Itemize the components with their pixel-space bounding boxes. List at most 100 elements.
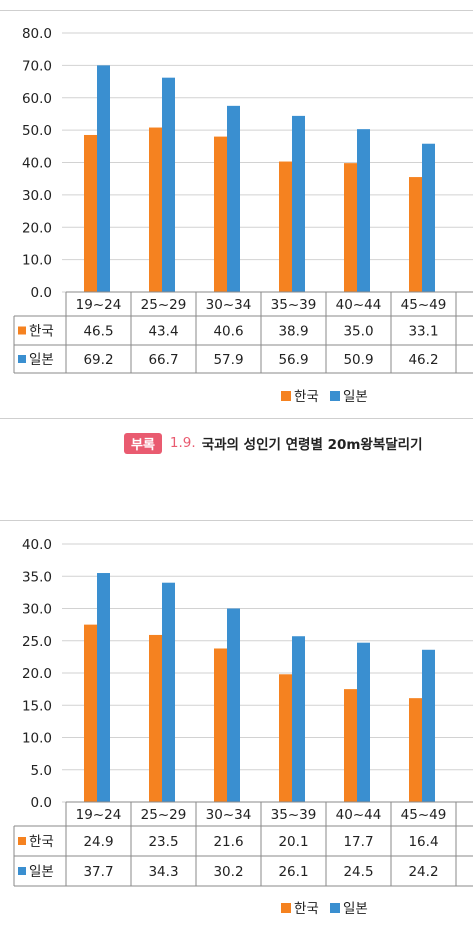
bar-japan [292,115,305,292]
middle-divider [0,418,473,419]
row-key-swatch [18,326,26,335]
data-label: 26.1 [278,864,308,880]
bar-japan [97,573,110,802]
legend-swatch [281,391,291,401]
row-key-swatch [18,867,26,875]
bar-korea [344,689,357,802]
category-label: 45~49 [401,807,447,823]
row-header: 한국 [29,834,54,850]
y-tick-label: 10.0 [22,253,52,269]
data-label: 46.2 [408,352,438,368]
bar-japan [422,143,435,292]
bar-japan [422,649,435,802]
data-label: 30.2 [213,864,243,880]
bar-japan [357,129,370,292]
data-label: 38.9 [278,324,308,340]
category-label: 40~44 [336,297,382,313]
category-label: 30~34 [206,807,252,823]
bar-korea [409,177,422,292]
y-tick-label: 30.0 [22,602,52,618]
data-label: 17.7 [343,834,373,850]
bar-japan [162,582,175,802]
legend-swatch [330,903,340,913]
top-divider [0,10,473,11]
data-label: 16.4 [408,834,438,850]
bar-korea [214,136,227,292]
row-header: 일본 [29,352,54,368]
row-header: 일본 [29,864,54,880]
bar-korea [84,134,97,292]
y-tick-label: 40.0 [22,156,52,172]
category-label: 35~39 [271,807,317,823]
y-tick-label: 5.0 [31,763,52,779]
row-header: 한국 [29,324,54,340]
legend-label: 일본 [343,901,368,917]
legend-swatch [330,391,340,401]
y-tick-label: 25.0 [22,634,52,650]
y-tick-label: 20.0 [22,220,52,236]
data-label: 37.7 [83,864,113,880]
data-label: 69.2 [83,352,113,368]
legend-swatch [281,903,291,913]
bar-korea [344,163,357,292]
data-label: 50.9 [343,352,373,368]
category-label: 25~29 [141,807,187,823]
data-label: 56.9 [278,352,308,368]
y-tick-label: 80.0 [22,26,52,42]
data-label: 20.1 [278,834,308,850]
bar-korea [84,624,97,802]
bar-japan [97,65,110,292]
bar-japan [357,642,370,802]
bar-korea [279,161,292,292]
data-label: 24.5 [343,864,373,880]
data-label: 23.5 [148,834,178,850]
chart-bottom-svg: 0.0 5.0 10.0 15.0 20.0 25.0 30.0 35.0 40.0 19~24 2… [13,537,473,917]
category-label: 25~29 [141,297,187,313]
y-tick-label: 50.0 [22,123,52,139]
bar-korea [214,648,227,802]
category-label: 19~24 [76,297,122,313]
data-label: 66.7 [148,352,178,368]
y-tick-label: 40.0 [22,537,52,553]
category-label: 30~34 [206,297,252,313]
y-tick-label: 70.0 [22,58,52,74]
bar-korea [149,634,162,802]
chart-top-svg: 0.0 10.0 20.0 30.0 40.0 50.0 60.0 70.0 80.0 19~24… [13,26,473,405]
chart-top: 0.0 10.0 20.0 30.0 40.0 50.0 60.0 70.0 80.0 19~24… [0,0,473,410]
bar-korea [149,127,162,292]
category-label: 40~44 [336,807,382,823]
y-tick-label: 0.0 [31,285,52,301]
legend-label: 한국 [294,389,319,405]
row-key-swatch [18,837,26,845]
bar-japan [227,608,240,802]
data-label: 33.1 [408,324,438,340]
chart-bottom: 0.0 5.0 10.0 15.0 20.0 25.0 30.0 35.0 40.0 19~24 2… [0,515,473,927]
data-label: 24.2 [408,864,438,880]
y-tick-label: 15.0 [22,698,52,714]
y-tick-label: 60.0 [22,91,52,107]
legend-label: 한국 [294,901,319,917]
bar-japan [162,77,175,293]
y-tick-label: 30.0 [22,188,52,204]
bar-korea [279,674,292,802]
bar-korea [409,698,422,802]
data-label: 57.9 [213,352,243,368]
y-tick-label: 10.0 [22,731,52,747]
legend-label: 일본 [343,389,368,405]
y-tick-label: 0.0 [31,795,52,811]
data-label: 40.6 [213,324,243,340]
caption-title: 국과의 성인기 연령별 20m왕복달리기 [201,437,423,453]
figure-caption: 부록 1.9. 국과의 성인기 연령별 20m왕복달리기 [124,432,423,454]
data-label: 46.5 [83,324,113,340]
row-key-swatch [18,355,26,363]
category-label: 35~39 [271,297,317,313]
data-label: 21.6 [213,834,243,850]
lower-divider [0,520,473,521]
caption-number: 1.9. [169,435,196,451]
data-label: 24.9 [83,834,113,850]
data-label: 35.0 [343,324,373,340]
bar-japan [292,636,305,802]
y-tick-label: 35.0 [22,569,52,585]
data-label: 43.4 [148,324,178,340]
appendix-badge: 부록 [124,432,162,454]
